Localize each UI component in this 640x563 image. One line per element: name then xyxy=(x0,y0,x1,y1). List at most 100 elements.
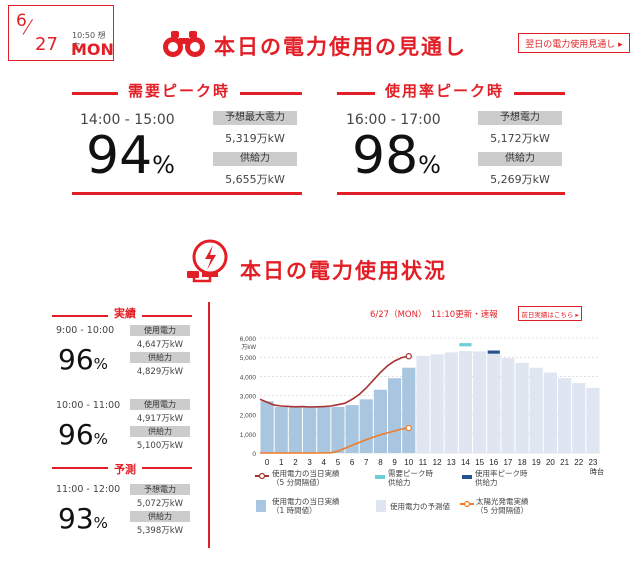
next-day-forecast-button[interactable]: 翌日の電力使用見通し ▸ xyxy=(518,33,630,53)
legend-usage-peak-swatch xyxy=(462,475,472,479)
forecast-bar xyxy=(529,367,543,453)
actual-heading: 実績 xyxy=(108,305,142,321)
solar-line xyxy=(260,427,409,454)
actual-bar xyxy=(388,378,402,453)
legend-usage-5min-swatch xyxy=(255,472,269,480)
row2-percent: 96% xyxy=(58,418,108,451)
forecast-heading: 予測 xyxy=(108,461,142,477)
usage-peak-time: 16:00 - 17:00 xyxy=(346,112,441,128)
usage-peak-forecast-label: 予想電力 xyxy=(478,111,562,125)
demand-peak-supply-marker xyxy=(459,343,472,347)
date-day: 27 xyxy=(35,34,58,55)
status-title: 本日の電力使用状況 xyxy=(240,259,447,283)
x-tick-label: 7 xyxy=(364,458,369,467)
legend-usage-5min: 使用電力の当日実績 （5 分間隔値） xyxy=(272,469,340,487)
date-month: 6 xyxy=(16,11,27,31)
demand-peak-forecast-label: 予想最大電力 xyxy=(213,111,297,125)
x-tick-label: 0 xyxy=(265,458,270,467)
demand-peak-percent: 94% xyxy=(86,126,175,186)
forecast-bar xyxy=(458,351,472,453)
forecast-bar xyxy=(487,353,501,453)
row3-percent-value: 93 xyxy=(58,502,94,535)
y-tick-label: 6,000 xyxy=(240,336,257,343)
x-tick-label: 23 xyxy=(588,458,597,467)
demand-peak-time: 14:00 - 15:00 xyxy=(80,112,175,128)
row1-usage-value: 4,647万kW xyxy=(136,340,184,350)
row3-usage-value: 5,072万kW xyxy=(136,499,184,509)
x-tick-label: 19 xyxy=(532,458,541,467)
usage-peak-supply-marker xyxy=(487,350,500,354)
usage-peak-percent-unit: % xyxy=(418,151,441,179)
demand-peak-heading: 需要ピーク時 xyxy=(118,80,241,101)
y-tick-label: 1,000 xyxy=(240,432,257,439)
row2-usage-value: 4,917万kW xyxy=(136,414,184,424)
usage-peak-percent-value: 98 xyxy=(352,126,419,186)
row2-supply-label: 供給力 xyxy=(130,426,190,437)
usage-peak-bottom-rule xyxy=(337,192,565,195)
x-tick-label: 20 xyxy=(546,458,555,467)
forecast-bar xyxy=(430,354,444,453)
forecast-bar xyxy=(515,362,529,453)
x-tick-label: 9 xyxy=(392,458,397,467)
row2-usage-label: 使用電力 xyxy=(130,399,190,410)
row1-supply-label: 供給力 xyxy=(130,352,190,363)
actual-bar xyxy=(373,389,387,453)
legend-usage-peak: 使用率ピーク時 供給力 xyxy=(475,469,528,487)
actual-bar xyxy=(274,407,288,453)
x-tick-label: 16 xyxy=(489,458,498,467)
x-tick-label: 6 xyxy=(350,458,355,467)
column-divider xyxy=(208,302,210,548)
x-tick-label: 4 xyxy=(322,458,327,467)
x-tick-label: 5 xyxy=(336,458,341,467)
demand-peak-bottom-rule xyxy=(72,192,302,195)
forecast-bar xyxy=(444,352,458,453)
page-title: 本日の電力使用の見通し xyxy=(214,35,467,59)
x-tick-label: 22 xyxy=(574,458,583,467)
legend-solar: 太陽光発電実績 （5 分間隔値） xyxy=(476,497,529,515)
legend-usage-1h: 使用電力の当日実績 （1 時間値） xyxy=(272,497,340,515)
binoculars-icon xyxy=(163,31,205,57)
demand-peak-percent-unit: % xyxy=(152,151,175,179)
demand-peak-supply-label: 供給力 xyxy=(213,152,297,166)
row3-supply-label: 供給力 xyxy=(130,511,190,522)
usage-peak-supply-value: 5,269万kW xyxy=(490,173,550,186)
row1-time: 9:00 - 10:00 xyxy=(56,325,115,336)
row3-time: 11:00 - 12:00 xyxy=(56,484,121,495)
power-plug-icon xyxy=(187,239,228,283)
y-tick-label: 2,000 xyxy=(240,413,257,420)
legend-forecast: 使用電力の予測値 xyxy=(390,502,450,511)
y-tick-label: 4,000 xyxy=(240,374,257,381)
actual-bar xyxy=(402,367,416,453)
usage-peak-heading: 使用率ピーク時 xyxy=(375,80,515,101)
actual-bar xyxy=(303,407,317,453)
prev-day-results-button[interactable]: 前日実績はこちら ▸ xyxy=(518,306,582,321)
forecast-bar xyxy=(501,358,515,453)
x-unit-label: 時台 xyxy=(590,467,604,476)
x-tick-label: 18 xyxy=(518,458,527,467)
usage-5min-line xyxy=(259,355,409,408)
forecast-bar xyxy=(558,378,572,453)
x-tick-label: 21 xyxy=(560,458,569,467)
legend-demand-peak-swatch xyxy=(375,475,385,479)
actual-bar xyxy=(345,405,359,453)
solar-line-endpoint xyxy=(405,424,412,432)
usage-peak-forecast-value: 5,172万kW xyxy=(490,132,550,145)
legend-solar-swatch xyxy=(460,500,474,508)
forecast-bar xyxy=(572,383,586,453)
x-tick-label: 13 xyxy=(447,458,456,467)
forecast-bar xyxy=(416,355,430,453)
x-tick-label: 10 xyxy=(404,458,413,467)
row2-percent-value: 96 xyxy=(58,418,94,451)
x-tick-label: 12 xyxy=(433,458,442,467)
demand-peak-supply-value: 5,655万kW xyxy=(225,173,285,186)
x-tick-label: 8 xyxy=(378,458,383,467)
row1-percent-unit: % xyxy=(93,355,108,373)
forecast-bar xyxy=(543,372,557,453)
weekday: MON xyxy=(71,40,114,59)
row3-percent: 93% xyxy=(58,502,108,535)
demand-peak-percent-value: 94 xyxy=(86,126,153,186)
row1-percent-value: 96 xyxy=(58,343,94,376)
x-tick-label: 17 xyxy=(503,458,512,467)
x-tick-label: 1 xyxy=(279,458,284,467)
row3-supply-value: 5,398万kW xyxy=(136,526,184,536)
